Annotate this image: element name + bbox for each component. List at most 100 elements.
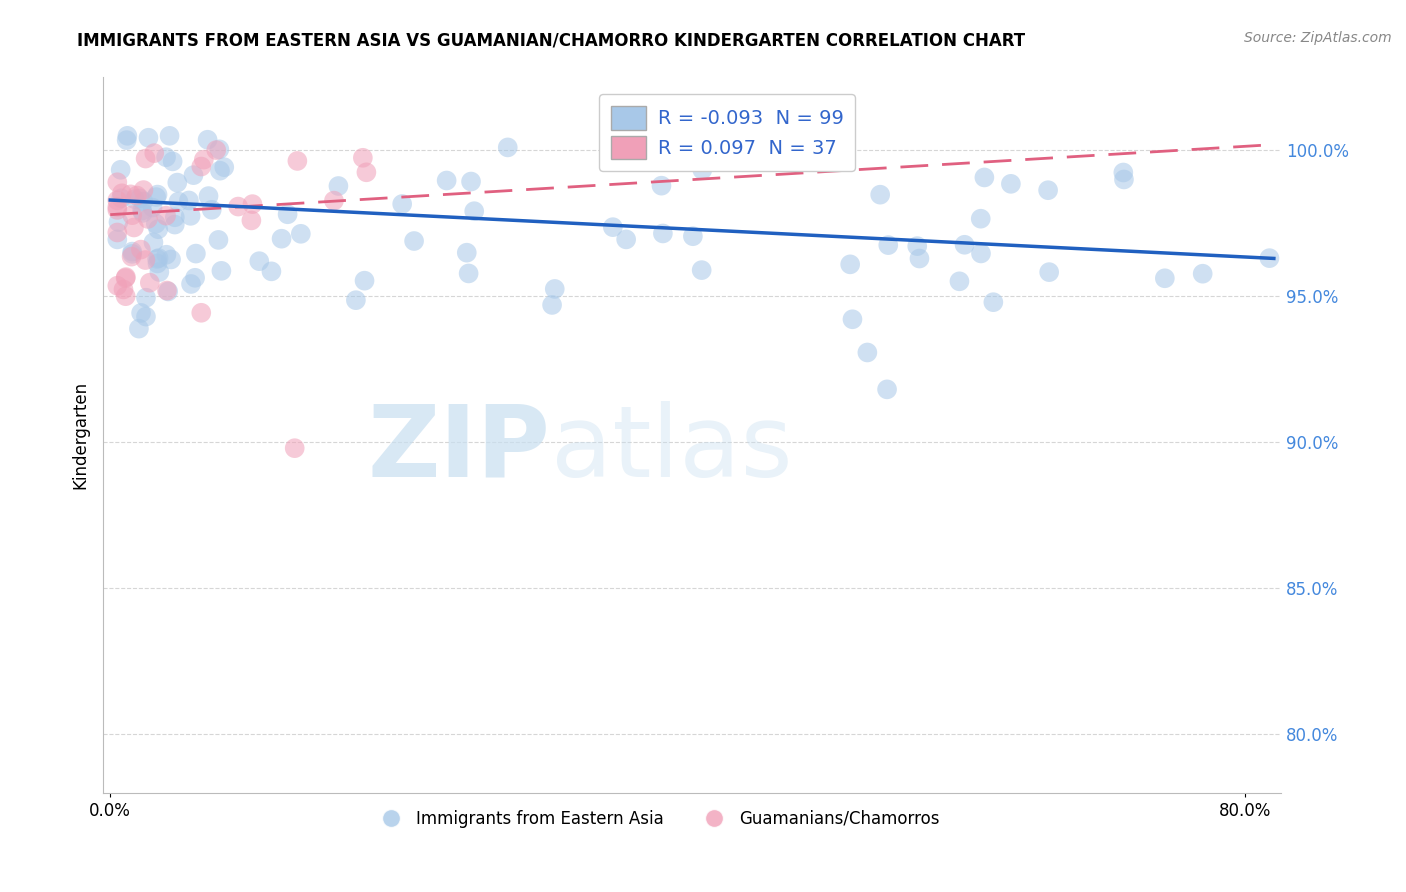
Point bbox=[105, 202, 128, 217]
Point bbox=[117, 128, 139, 143]
Text: atlas: atlas bbox=[551, 401, 793, 498]
Point bbox=[156, 284, 179, 298]
Point bbox=[148, 222, 170, 236]
Point bbox=[869, 187, 891, 202]
Point bbox=[155, 150, 177, 164]
Point bbox=[190, 306, 212, 320]
Point bbox=[356, 165, 378, 179]
Point bbox=[190, 160, 212, 174]
Point bbox=[184, 246, 207, 260]
Point bbox=[159, 128, 181, 143]
Legend: Immigrants from Eastern Asia, Guamanians/Chamorros: Immigrants from Eastern Asia, Guamanians… bbox=[367, 803, 946, 834]
Point bbox=[352, 151, 374, 165]
Point bbox=[207, 233, 229, 247]
Point bbox=[391, 197, 413, 211]
Point bbox=[208, 163, 231, 178]
Point bbox=[155, 209, 177, 223]
Point bbox=[290, 227, 312, 241]
Point bbox=[180, 277, 202, 291]
Point bbox=[114, 289, 136, 303]
Point bbox=[242, 197, 264, 211]
Point bbox=[125, 188, 148, 202]
Point bbox=[146, 252, 169, 266]
Point bbox=[1258, 251, 1281, 265]
Point bbox=[602, 220, 624, 235]
Point bbox=[856, 345, 879, 359]
Point bbox=[460, 175, 482, 189]
Point bbox=[132, 194, 155, 209]
Point bbox=[120, 187, 142, 202]
Point bbox=[121, 250, 143, 264]
Point bbox=[146, 256, 169, 270]
Point bbox=[129, 306, 152, 320]
Point bbox=[1112, 165, 1135, 179]
Point bbox=[105, 226, 128, 240]
Point bbox=[135, 310, 157, 324]
Point bbox=[973, 170, 995, 185]
Point bbox=[983, 295, 1005, 310]
Point bbox=[541, 298, 564, 312]
Point bbox=[129, 243, 152, 257]
Point bbox=[167, 194, 190, 209]
Point bbox=[134, 253, 156, 268]
Point bbox=[463, 204, 485, 219]
Point bbox=[284, 441, 307, 455]
Point bbox=[110, 191, 132, 205]
Point bbox=[166, 176, 188, 190]
Point bbox=[128, 321, 150, 335]
Point bbox=[121, 208, 143, 222]
Text: ZIP: ZIP bbox=[368, 401, 551, 498]
Point bbox=[323, 194, 346, 208]
Point bbox=[155, 248, 177, 262]
Point bbox=[948, 274, 970, 288]
Point bbox=[1036, 183, 1059, 197]
Point bbox=[651, 227, 673, 241]
Point bbox=[121, 244, 143, 259]
Point bbox=[544, 282, 567, 296]
Point bbox=[107, 215, 129, 229]
Point bbox=[131, 203, 153, 218]
Point bbox=[122, 220, 145, 235]
Point bbox=[145, 217, 167, 231]
Point bbox=[456, 245, 478, 260]
Point bbox=[877, 238, 900, 252]
Point bbox=[270, 232, 292, 246]
Point bbox=[124, 192, 146, 206]
Point bbox=[135, 291, 157, 305]
Point bbox=[177, 194, 200, 208]
Point bbox=[148, 265, 170, 279]
Point bbox=[1153, 271, 1175, 285]
Point bbox=[193, 153, 215, 167]
Point bbox=[138, 130, 160, 145]
Point bbox=[128, 191, 150, 205]
Point bbox=[183, 168, 205, 182]
Point bbox=[105, 232, 128, 246]
Point bbox=[247, 254, 270, 268]
Point bbox=[143, 146, 166, 161]
Point bbox=[404, 234, 426, 248]
Point bbox=[121, 247, 143, 261]
Point bbox=[205, 143, 228, 157]
Y-axis label: Kindergarten: Kindergarten bbox=[72, 381, 89, 489]
Point bbox=[436, 173, 458, 187]
Point bbox=[1112, 172, 1135, 186]
Point bbox=[157, 285, 180, 299]
Text: IMMIGRANTS FROM EASTERN ASIA VS GUAMANIAN/CHAMORRO KINDERGARTEN CORRELATION CHAR: IMMIGRANTS FROM EASTERN ASIA VS GUAMANIA… bbox=[77, 31, 1025, 49]
Point bbox=[162, 154, 184, 169]
Text: Source: ZipAtlas.com: Source: ZipAtlas.com bbox=[1244, 31, 1392, 45]
Point bbox=[260, 264, 283, 278]
Point bbox=[287, 153, 309, 168]
Point bbox=[142, 201, 165, 215]
Point bbox=[135, 152, 157, 166]
Point bbox=[105, 200, 128, 214]
Point bbox=[353, 274, 375, 288]
Point bbox=[692, 162, 714, 177]
Point bbox=[163, 218, 186, 232]
Point bbox=[132, 206, 155, 220]
Point bbox=[105, 175, 128, 189]
Point bbox=[110, 162, 132, 177]
Point bbox=[277, 207, 299, 221]
Point bbox=[160, 252, 183, 267]
Point bbox=[148, 251, 170, 265]
Point bbox=[614, 232, 637, 246]
